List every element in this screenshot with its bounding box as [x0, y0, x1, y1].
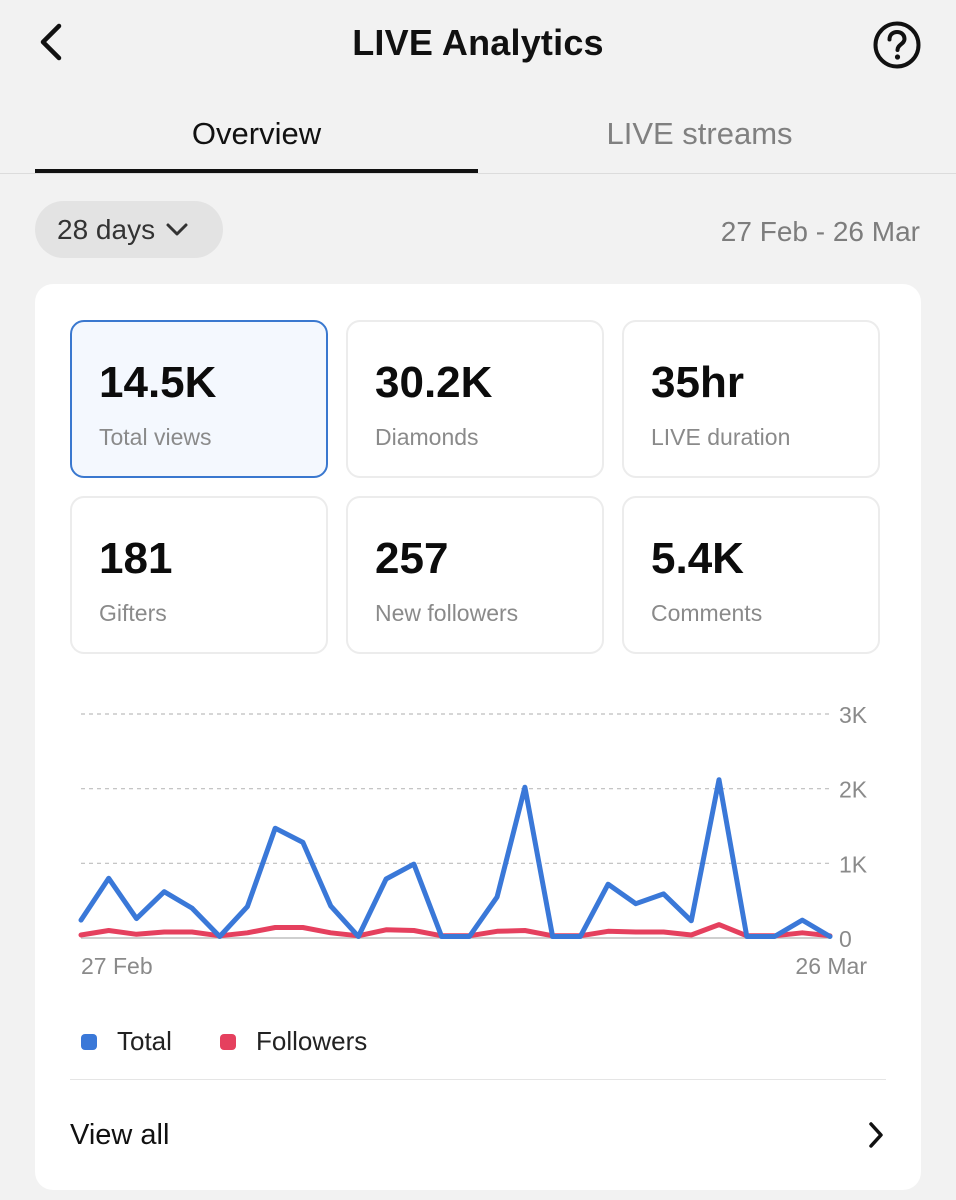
- x-tick-label-start: 27 Feb: [81, 953, 153, 979]
- legend-followers: Followers: [220, 1026, 367, 1057]
- back-button[interactable]: [28, 20, 72, 64]
- help-icon: [873, 21, 921, 69]
- metric-label: LIVE duration: [651, 424, 791, 450]
- chevron-right-icon: [869, 1122, 883, 1148]
- view-all-button[interactable]: View all: [70, 1100, 886, 1170]
- header: LIVE Analytics: [0, 0, 956, 88]
- date-range-dropdown-label: 28 days: [57, 213, 156, 245]
- metric-label: New followers: [375, 600, 519, 626]
- y-tick-label: 0: [839, 926, 852, 952]
- x-tick-label-end: 26 Mar: [795, 953, 867, 979]
- series-line-total: [78, 777, 833, 939]
- legend-swatch-total: [81, 1033, 97, 1050]
- metric-new-followers[interactable]: 257 New followers: [346, 496, 604, 654]
- active-tab-indicator: [35, 169, 478, 173]
- legend-swatch-followers: [220, 1033, 236, 1050]
- metric-live-duration[interactable]: 35hr LIVE duration: [622, 320, 880, 478]
- legend-total: Total: [81, 1026, 172, 1057]
- analytics-card: 14.5K Total views 30.2K Diamonds 35hr LI…: [35, 284, 921, 1190]
- metric-comments[interactable]: 5.4K Comments: [622, 496, 880, 654]
- tab-bar: Overview LIVE streams: [0, 96, 956, 174]
- metric-label: Diamonds: [375, 424, 479, 450]
- metric-value: 14.5K: [99, 358, 217, 407]
- page-title: LIVE Analytics: [352, 22, 604, 63]
- divider: [70, 1079, 886, 1080]
- metric-label: Comments: [651, 600, 763, 626]
- chevron-down-icon: [166, 223, 188, 235]
- legend-label: Followers: [256, 1026, 368, 1056]
- date-range-dropdown[interactable]: 28 days: [35, 201, 223, 258]
- metric-value: 181: [99, 534, 173, 583]
- line-chart: 0 1K 2K 3K 27 Feb 26 Mar: [78, 702, 868, 979]
- chevron-left-icon: [40, 23, 62, 61]
- metric-value: 5.4K: [651, 534, 744, 583]
- date-range-text: 27 Feb - 26 Mar: [720, 216, 920, 247]
- view-all-label: View all: [70, 1118, 170, 1151]
- metric-value: 257: [375, 534, 449, 583]
- metric-value: 35hr: [651, 358, 744, 407]
- metric-value: 30.2K: [375, 358, 493, 407]
- metric-gifters[interactable]: 181 Gifters: [70, 496, 328, 654]
- tab-overview[interactable]: Overview: [191, 116, 322, 151]
- metric-label: Gifters: [99, 600, 167, 626]
- metric-total-views[interactable]: 14.5K Total views: [70, 320, 328, 478]
- help-button[interactable]: [872, 20, 922, 70]
- metric-label: Total views: [99, 424, 212, 450]
- tab-live-streams[interactable]: LIVE streams: [606, 116, 793, 151]
- legend-label: Total: [117, 1026, 172, 1056]
- metric-diamonds[interactable]: 30.2K Diamonds: [346, 320, 604, 478]
- y-tick-label: 3K: [839, 702, 868, 728]
- y-tick-label: 1K: [839, 851, 868, 877]
- y-tick-label: 2K: [839, 777, 868, 803]
